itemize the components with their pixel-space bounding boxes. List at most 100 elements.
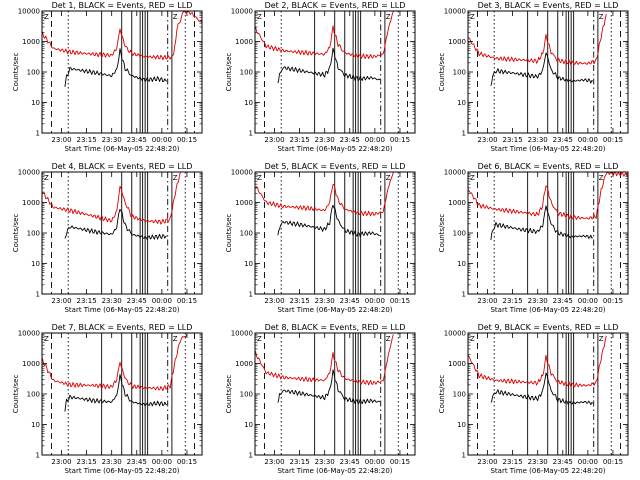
x-tick-label: 00:15 bbox=[177, 297, 197, 305]
panel-title: Det 5, BLACK = Events, RED = LLD bbox=[265, 162, 406, 171]
panel-det-3: Det 3, BLACK = Events, RED = LLD 1 10 100 10… bbox=[438, 1, 629, 153]
x-tick-label: 23:45 bbox=[340, 458, 360, 466]
x-axis-label: Start Time (06-May-05 22:48:20) bbox=[490, 145, 605, 153]
legend-mark-left: Z bbox=[470, 335, 475, 343]
series-events-line bbox=[277, 47, 381, 84]
y-tick-label: 10000 bbox=[231, 8, 253, 16]
panel-title: Det 2, BLACK = Events, RED = LLD bbox=[265, 1, 406, 10]
y-tick-label: 100 bbox=[240, 391, 253, 399]
x-tick-label: 00:00 bbox=[152, 136, 172, 144]
panel-title: Det 3, BLACK = Events, RED = LLD bbox=[478, 1, 619, 10]
x-tick-label: 00:15 bbox=[390, 297, 410, 305]
x-tick-label: 23:45 bbox=[553, 458, 573, 466]
panel-det-1: Det 1, BLACK = Events, RED = LLD 1 10 100 10… bbox=[12, 1, 203, 153]
y-tick-label: 1 bbox=[36, 130, 40, 138]
y-tick-label: 10000 bbox=[231, 169, 253, 177]
x-tick-label: 23:30 bbox=[315, 136, 335, 144]
y-tick-label: 1 bbox=[249, 452, 253, 460]
x-axis-label: Start Time (06-May-05 22:48:20) bbox=[490, 306, 605, 314]
legend-mark-right: Z bbox=[173, 335, 178, 343]
y-tick-label: 100 bbox=[27, 69, 40, 77]
series-events-line bbox=[490, 52, 594, 86]
x-tick-label: 00:15 bbox=[390, 136, 410, 144]
panel-title: Det 8, BLACK = Events, RED = LLD bbox=[265, 323, 406, 332]
legend-mark-left: Z bbox=[44, 13, 49, 21]
legend-mark-left: Z bbox=[44, 335, 49, 343]
x-axis-label: Start Time (06-May-05 22:48:20) bbox=[64, 467, 179, 475]
x-tick-label: 23:30 bbox=[102, 297, 122, 305]
y-tick-label: 1000 bbox=[235, 38, 253, 46]
legend-mark-right: Z bbox=[173, 13, 178, 21]
y-tick-label: 1000 bbox=[235, 360, 253, 368]
panel-det-8: Det 8, BLACK = Events, RED = LLD 1 10 100 10… bbox=[225, 323, 416, 475]
y-tick-label: 100 bbox=[240, 230, 253, 238]
x-tick-label: 23:00 bbox=[51, 136, 71, 144]
x-tick-label: 23:00 bbox=[264, 136, 284, 144]
x-tick-label: 23:15 bbox=[503, 297, 523, 305]
y-tick-label: 10000 bbox=[444, 169, 466, 177]
series-events-line bbox=[277, 369, 381, 405]
series-lld-line bbox=[255, 172, 394, 217]
y-tick-label: 1000 bbox=[448, 360, 466, 368]
y-tick-label: 10000 bbox=[231, 330, 253, 338]
y-tick-label: 1 bbox=[249, 130, 253, 138]
x-tick-label: 23:45 bbox=[340, 297, 360, 305]
x-axis-label: Start Time (06-May-05 22:48:20) bbox=[64, 145, 179, 153]
y-axis-label: Counts/sec bbox=[438, 214, 446, 253]
x-tick-label: 23:15 bbox=[503, 136, 523, 144]
x-tick-label: 00:00 bbox=[365, 458, 385, 466]
y-tick-label: 10000 bbox=[444, 330, 466, 338]
x-tick-label: 00:15 bbox=[177, 458, 197, 466]
legend-mark-right: Z bbox=[599, 13, 604, 21]
y-axis-label: Counts/sec bbox=[12, 53, 20, 92]
series-events-line bbox=[277, 204, 381, 237]
x-tick-label: 00:15 bbox=[603, 458, 623, 466]
x-tick-label: 23:30 bbox=[315, 458, 335, 466]
y-tick-label: 100 bbox=[453, 69, 466, 77]
y-tick-label: 100 bbox=[240, 69, 253, 77]
y-tick-label: 10000 bbox=[18, 8, 40, 16]
x-tick-label: 23:00 bbox=[477, 136, 497, 144]
series-lld-line bbox=[468, 13, 607, 66]
y-tick-label: 10 bbox=[244, 421, 253, 429]
panel-det-2: Det 2, BLACK = Events, RED = LLD 1 10 100 10… bbox=[225, 1, 416, 153]
y-axis-label: Counts/sec bbox=[438, 53, 446, 92]
panel-title: Det 4, BLACK = Events, RED = LLD bbox=[52, 162, 193, 171]
y-tick-label: 1000 bbox=[22, 360, 40, 368]
legend-mark-left: Z bbox=[257, 174, 262, 182]
y-tick-label: 1000 bbox=[448, 38, 466, 46]
legend-mark-left: Z bbox=[470, 174, 475, 182]
x-tick-label: 23:30 bbox=[315, 297, 335, 305]
x-tick-label: 23:30 bbox=[102, 136, 122, 144]
x-tick-label: 23:30 bbox=[102, 458, 122, 466]
legend-mark-right: Z bbox=[173, 174, 178, 182]
x-axis-label: Start Time (06-May-05 22:48:20) bbox=[277, 467, 392, 475]
y-axis-label: Counts/sec bbox=[12, 375, 20, 414]
x-axis-label: Start Time (06-May-05 22:48:20) bbox=[64, 306, 179, 314]
series-lld-line bbox=[42, 11, 203, 61]
y-tick-label: 1000 bbox=[235, 199, 253, 207]
series-events-line bbox=[490, 205, 594, 241]
x-tick-label: 23:15 bbox=[290, 458, 310, 466]
y-tick-label: 10 bbox=[244, 260, 253, 268]
y-tick-label: 1 bbox=[462, 291, 466, 299]
series-lld-line bbox=[42, 172, 181, 225]
legend-mark-right: Z bbox=[599, 174, 604, 182]
legend-mark-left: Z bbox=[470, 13, 475, 21]
y-tick-label: 10 bbox=[31, 260, 40, 268]
x-tick-label: 00:00 bbox=[578, 297, 598, 305]
x-axis-label: Start Time (06-May-05 22:48:20) bbox=[277, 306, 392, 314]
y-tick-label: 10 bbox=[31, 421, 40, 429]
x-tick-label: 23:00 bbox=[264, 458, 284, 466]
y-tick-label: 10 bbox=[31, 99, 40, 107]
y-axis-label: Counts/sec bbox=[225, 375, 233, 414]
x-tick-label: 23:30 bbox=[528, 297, 548, 305]
x-tick-label: 23:15 bbox=[503, 458, 523, 466]
y-tick-label: 1 bbox=[36, 452, 40, 460]
x-tick-label: 00:00 bbox=[152, 458, 172, 466]
series-lld-line bbox=[468, 172, 629, 220]
x-tick-label: 23:15 bbox=[290, 297, 310, 305]
y-axis-label: Counts/sec bbox=[225, 214, 233, 253]
y-tick-label: 1 bbox=[462, 130, 466, 138]
x-tick-label: 23:45 bbox=[553, 136, 573, 144]
